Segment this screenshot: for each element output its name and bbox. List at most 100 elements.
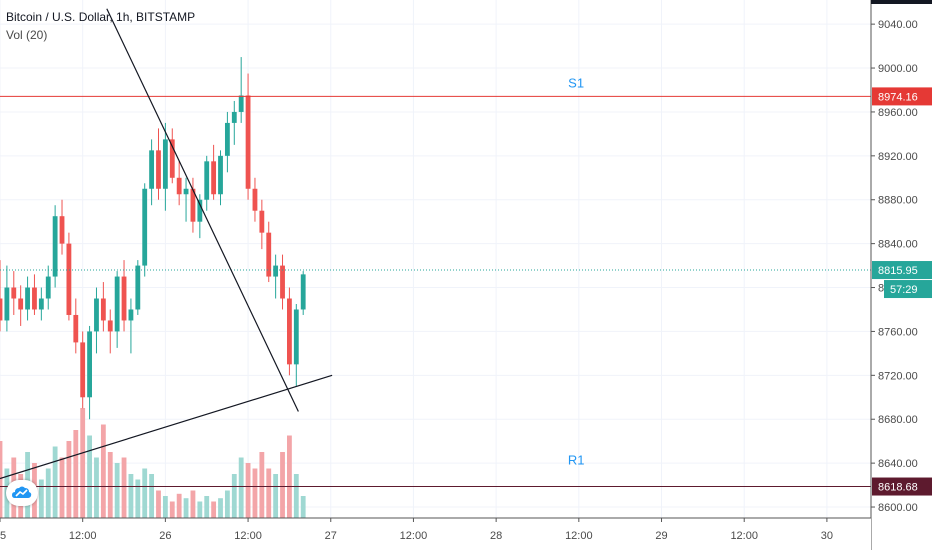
- candle-body: [169, 139, 175, 178]
- volume-bar: [238, 457, 244, 518]
- volume-bar: [38, 479, 44, 518]
- time-tick-label: 26: [159, 530, 171, 542]
- grid: [0, 0, 871, 518]
- axis-top-marker: [871, 0, 932, 4]
- last-price-badge-label: 8815.95: [878, 265, 918, 277]
- volume-bar: [293, 474, 299, 518]
- candle-body: [94, 298, 99, 332]
- price-tick-label: 8880.00: [878, 195, 918, 207]
- candle-body: [38, 298, 44, 310]
- candle-body: [197, 199, 203, 222]
- volume-bar: [114, 463, 120, 518]
- candle-body: [87, 331, 92, 398]
- candle-body: [183, 188, 189, 195]
- chart-legend: Bitcoin / U.S. Dollar, 1h, BITSTAMP Vol …: [6, 8, 195, 44]
- price-tick-label: 8840.00: [878, 239, 918, 251]
- volume-bar: [100, 424, 106, 518]
- volume-bar: [204, 496, 210, 518]
- candle-body: [11, 287, 17, 299]
- horizontal-levels[interactable]: S1 R1: [0, 75, 871, 488]
- candle-body: [211, 161, 217, 195]
- time-tick-label: 12:00: [400, 530, 428, 542]
- time-tick-label: 12:00: [69, 530, 97, 542]
- candle-body: [259, 210, 265, 233]
- level-s1-badge: [872, 87, 932, 106]
- volume-bar: [252, 468, 258, 518]
- symbol-title: Bitcoin / U.S. Dollar, 1h, BITSTAMP: [6, 10, 196, 24]
- volume-bar: [190, 490, 196, 518]
- candle-body: [149, 150, 155, 189]
- trendlines[interactable]: [0, 8, 333, 480]
- candle-body: [156, 150, 161, 189]
- volume-bar: [73, 430, 79, 518]
- volume-bar: [300, 496, 306, 518]
- countdown-label: 57:29: [890, 284, 918, 296]
- candle-body: [18, 298, 24, 310]
- time-tick-label: 12:00: [234, 530, 262, 542]
- price-tick-label: 9000.00: [878, 63, 918, 75]
- candle-body: [300, 274, 306, 310]
- candle-body: [176, 177, 182, 195]
- level-label-r1: R1: [568, 453, 585, 468]
- volume-bar: [121, 457, 127, 518]
- cloud-logo-icon: [12, 486, 32, 498]
- volume-bar: [176, 493, 182, 518]
- time-tick-label: 12:00: [565, 530, 593, 542]
- candle-body: [224, 122, 230, 156]
- candle-body: [293, 309, 299, 365]
- volume-bar: [66, 441, 72, 518]
- price-tick-label: 8760.00: [878, 326, 918, 338]
- candle-body: [204, 161, 210, 200]
- volume-bar: [0, 441, 3, 518]
- candle-body: [59, 216, 65, 244]
- volume-bar: [211, 501, 217, 518]
- time-tick-label: 29: [655, 530, 667, 542]
- volume-bar: [197, 501, 203, 518]
- level-s1-badge-label: 8974.16: [878, 91, 918, 103]
- volume-bar: [287, 435, 292, 518]
- last-price-badge: [872, 261, 932, 280]
- time-tick-label: 30: [821, 530, 833, 542]
- tradingview-logo[interactable]: [6, 480, 38, 506]
- price-axis[interactable]: 9040.00 9000.00 8960.00 8920.00 8880.00 8840.…: [870, 0, 932, 550]
- candle-body: [114, 276, 120, 332]
- price-tick-label: 8920.00: [878, 151, 918, 163]
- volume-bar: [273, 474, 279, 518]
- candle-body: [66, 243, 72, 315]
- price-tick-label: 8600.00: [878, 502, 918, 514]
- trendline-1[interactable]: [106, 8, 299, 412]
- volume-bar: [94, 457, 99, 518]
- price-tick-label: 8680.00: [878, 414, 918, 426]
- volume-bar: [266, 468, 272, 518]
- candle-body: [121, 276, 127, 321]
- volume-bar: [142, 468, 148, 518]
- candle-body: [52, 216, 58, 277]
- candle-body: [4, 287, 10, 321]
- candle-body: [45, 276, 51, 299]
- time-tick-label: 12:00: [730, 530, 758, 542]
- volume-bar: [169, 501, 175, 518]
- candle-body: [266, 232, 272, 277]
- candle-body: [107, 320, 113, 332]
- candle-body: [32, 287, 37, 310]
- candle-body: [287, 298, 292, 365]
- volume-bar: [45, 468, 51, 518]
- trendline-2[interactable]: [0, 374, 333, 480]
- volume-indicator-label: Vol (20): [6, 28, 48, 42]
- volume-bar: [218, 498, 223, 518]
- candles: [0, 57, 306, 420]
- volume-bar: [59, 457, 65, 518]
- volume-bar: [107, 452, 113, 518]
- volume-bar: [162, 496, 168, 518]
- time-axis-background: [0, 518, 871, 550]
- candle-body: [25, 287, 30, 310]
- volume-bar: [80, 408, 86, 518]
- volume-bar: [224, 490, 230, 518]
- volume-bar: [245, 463, 251, 518]
- level-r1-badge: [872, 477, 932, 496]
- time-axis[interactable]: 5 12:00 26 12:00 27 12:00 28 12:00 29 12:00 30: [0, 517, 871, 550]
- time-tick-label: 5: [0, 530, 6, 542]
- countdown-badge: [884, 280, 932, 299]
